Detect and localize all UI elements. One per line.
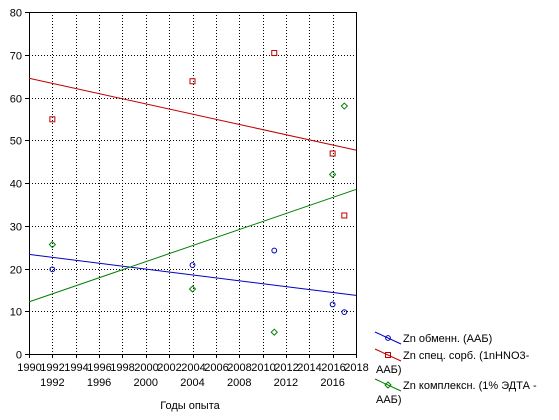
y-tick-label: 0	[16, 350, 22, 362]
x-tick-label: 2000	[134, 362, 158, 374]
legend-label: ААБ)	[376, 394, 402, 406]
trend-line	[28, 188, 357, 303]
x-tick-label: 2004	[181, 362, 205, 374]
data-point	[340, 102, 349, 110]
x-tick-label-secondary: 2008	[227, 377, 251, 389]
x-tick-label: 2010	[251, 362, 275, 374]
x-tick-label: 2006	[204, 362, 228, 374]
data-point	[271, 247, 278, 254]
x-tick-label: 2016	[321, 362, 345, 374]
legend-marker	[384, 381, 392, 389]
data-point	[329, 150, 336, 157]
x-tick-label: 2014	[297, 362, 321, 374]
x-tick-label: 2012	[274, 362, 298, 374]
x-tick-label: 2008	[227, 362, 251, 374]
data-point	[189, 262, 196, 268]
data-points	[48, 50, 349, 336]
y-tick-label: 50	[10, 136, 22, 148]
x-tick-label: 1990	[17, 362, 41, 374]
legend-label: Zn комплексн. (1% ЭДТА -	[403, 380, 537, 392]
x-tick-label: 2002	[157, 362, 181, 374]
trend-line	[28, 77, 357, 151]
y-tick-label: 70	[10, 51, 22, 63]
legend-label: ААБ)	[376, 364, 402, 376]
x-tick-label-secondary: 1996	[87, 377, 111, 389]
data-point	[329, 301, 336, 308]
grid-lines	[29, 12, 356, 354]
data-point	[271, 50, 278, 57]
data-point	[188, 285, 197, 293]
x-tick-label-secondary: 2000	[134, 377, 158, 389]
y-tick-label: 30	[10, 222, 22, 234]
legend-label: Zn спец. сорб. (1nHNO3-	[403, 350, 530, 362]
x-tick-label-secondary: 2004	[180, 377, 204, 389]
y-tick-label: 40	[10, 179, 22, 191]
legend-label: Zn обменн. (ААБ)	[403, 333, 492, 345]
data-point	[270, 328, 278, 336]
y-tick-label: 20	[10, 265, 22, 277]
legend-line	[374, 348, 402, 362]
x-tick-label: 1998	[110, 362, 134, 374]
legend-marker	[385, 352, 391, 358]
data-point	[48, 240, 57, 249]
legend-line	[374, 331, 402, 345]
legend-line	[374, 378, 402, 392]
y-tick-label: 10	[10, 307, 22, 319]
x-tick-label-secondary: 2016	[320, 377, 344, 389]
legend-marker	[385, 335, 391, 341]
x-tick-label: 1994	[64, 362, 88, 374]
legend: Zn обменн. (ААБ)Zn спец. сорб. (1nHNO3-А…	[374, 331, 537, 406]
trend-line	[28, 253, 357, 296]
x-axis-label: Годы опыта	[160, 400, 220, 412]
y-tick-label: 80	[10, 8, 22, 20]
data-point	[49, 266, 56, 273]
trend-lines	[28, 77, 357, 303]
x-tick-label-secondary: 1992	[40, 377, 64, 389]
data-point	[189, 78, 196, 85]
data-point	[341, 309, 348, 316]
x-tick-label: 1992	[40, 362, 64, 374]
data-point	[328, 170, 337, 179]
x-tick-label-secondary: 2012	[274, 377, 298, 389]
y-tick-label: 60	[10, 94, 22, 106]
x-tick-label: 1996	[87, 362, 111, 374]
data-point	[341, 212, 348, 219]
x-tick-label: 2018	[344, 362, 368, 374]
data-point	[49, 116, 56, 123]
